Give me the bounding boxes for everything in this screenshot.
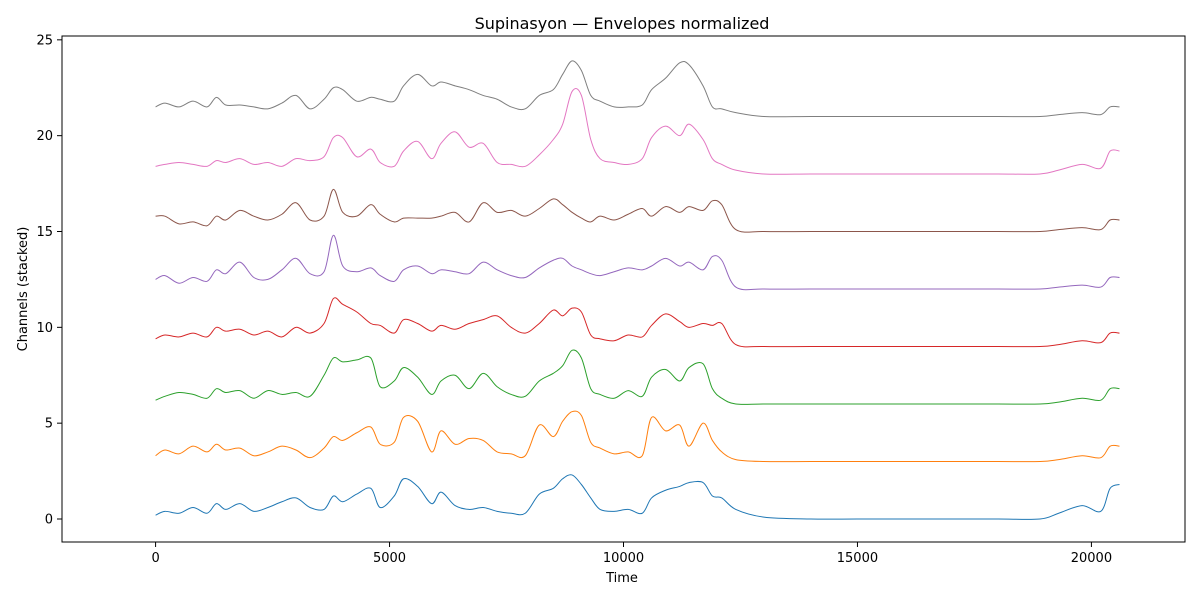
series-line-1 bbox=[155, 474, 1120, 520]
y-tick-label: 15 bbox=[36, 225, 53, 240]
series-line-8 bbox=[155, 60, 1120, 118]
series-line-4 bbox=[155, 297, 1120, 348]
series-layer bbox=[155, 60, 1120, 520]
x-axis-title: Time bbox=[605, 571, 638, 586]
x-tick-label: 15000 bbox=[837, 551, 878, 566]
x-tick-label: 10000 bbox=[603, 551, 644, 566]
y-axis-title: Channels (stacked) bbox=[16, 227, 31, 352]
x-tick-label: 20000 bbox=[1071, 551, 1112, 566]
series-line-7 bbox=[155, 88, 1120, 175]
y-tick-label: 10 bbox=[36, 321, 53, 336]
y-tick-label: 25 bbox=[36, 33, 53, 48]
y-tick-label: 0 bbox=[45, 513, 53, 528]
y-tick-label: 5 bbox=[45, 417, 53, 432]
x-axis: 0 5000 10000 15000 20000 bbox=[151, 542, 1112, 566]
x-tick-label: 0 bbox=[151, 551, 159, 566]
series-line-2 bbox=[155, 410, 1120, 463]
series-line-3 bbox=[155, 349, 1120, 405]
series-line-5 bbox=[155, 234, 1120, 291]
chart-title: Supinasyon — Envelopes normalized bbox=[475, 14, 770, 33]
y-axis: 0 5 10 15 20 25 bbox=[36, 33, 62, 528]
series-line-6 bbox=[155, 188, 1120, 233]
y-tick-label: 20 bbox=[36, 129, 53, 144]
x-tick-label: 5000 bbox=[373, 551, 406, 566]
